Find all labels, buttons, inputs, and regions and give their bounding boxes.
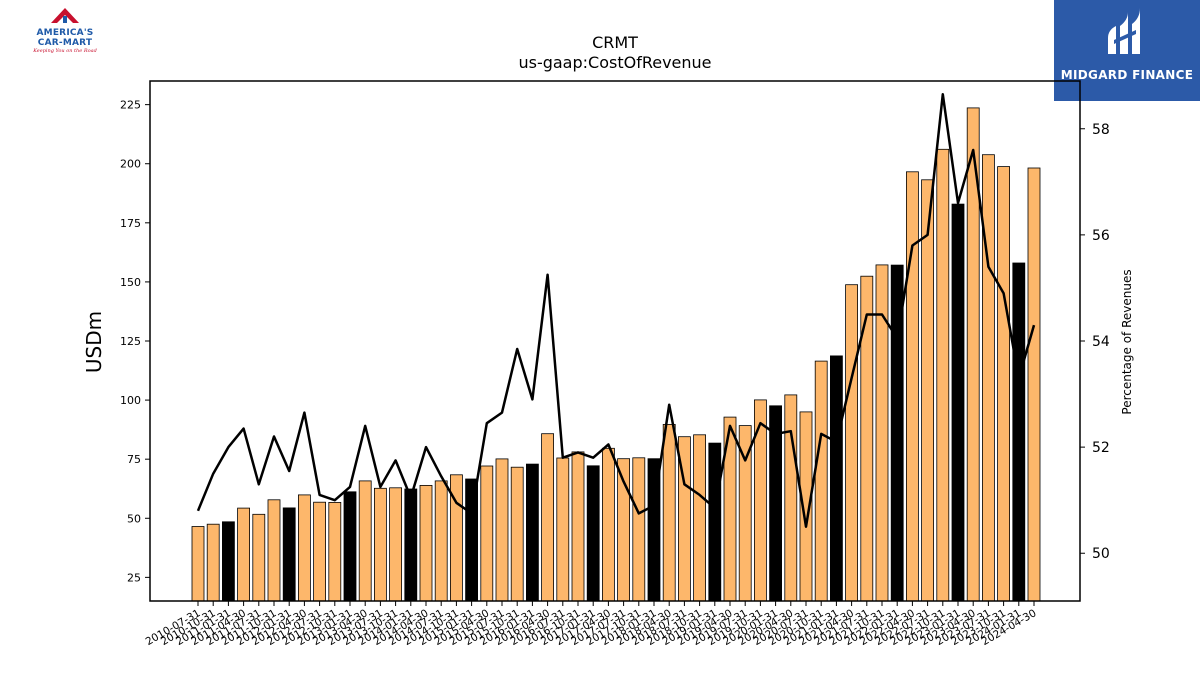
logo-tagline: Keeping You on the Road: [33, 48, 97, 54]
x-axis: 2010-07-312010-10-312011-01-312011-04-30…: [144, 601, 1039, 648]
bar-2013-01-31: [343, 491, 357, 602]
bar-2013-07-31: [373, 487, 387, 602]
midgard-emblem-icon: [1108, 8, 1140, 54]
y2-tick-label: 58: [1092, 122, 1110, 138]
bar-2011-01-31: [221, 521, 235, 602]
bar-2023-10-31: [997, 166, 1010, 602]
americas-car-mart-logo: AMERICA'S CAR-MART Keeping You on the Ro…: [26, 6, 104, 58]
bar-2010-07-31: [191, 526, 205, 602]
bar-2024-04-30: [1027, 167, 1041, 602]
bar-2019-10-31: [754, 399, 767, 602]
bar-2016-04-30: [541, 433, 554, 602]
y2-tick-label: 54: [1092, 334, 1110, 350]
bar-2020-04-30: [784, 394, 798, 602]
bar-2012-01-31: [282, 507, 296, 602]
bar-2018-04-30: [662, 423, 676, 602]
bar-2017-01-31: [586, 465, 600, 602]
bar-2015-01-31: [465, 478, 479, 602]
y-tick-label: 50: [127, 512, 141, 525]
bar-2010-10-31: [206, 523, 220, 602]
bar-2022-04-30: [906, 171, 919, 602]
bar-2022-07-31: [921, 179, 934, 602]
bar-2015-04-30: [480, 465, 494, 602]
y-tick-label: 100: [120, 394, 141, 407]
y-tick-label: 25: [127, 571, 141, 584]
chart-title: CRMT: [592, 33, 638, 52]
logo-line2: CAR-MART: [37, 38, 93, 48]
logo-line1: AMERICA'S: [36, 28, 94, 38]
bar-2012-04-30: [297, 494, 311, 602]
bar-2012-10-31: [328, 501, 342, 602]
bar-2018-10-31: [693, 434, 706, 602]
bar-2020-10-31: [814, 360, 828, 602]
bar-2011-07-31: [252, 513, 266, 602]
percentage-of-revenues-line: [196, 93, 1036, 528]
chart-subtitle: us-gaap:CostOfRevenue: [518, 53, 711, 72]
bar-2016-10-31: [571, 451, 585, 602]
bar-2014-01-31: [404, 488, 418, 602]
midgard-finance-logo: MIDGARD FINANCE: [1054, 0, 1200, 101]
bar-2012-07-31: [313, 501, 327, 602]
y-tick-label: 75: [127, 453, 141, 466]
bar-2023-07-31: [982, 154, 995, 602]
y-axis-right: 50 52 54 56 58: [1080, 122, 1110, 562]
bar-2011-10-31: [267, 499, 281, 602]
bar-2019-01-31: [708, 442, 722, 602]
bar-2016-07-31: [556, 457, 570, 602]
bar-2021-07-31: [860, 275, 874, 602]
bar-2011-04-30: [237, 507, 251, 602]
midgard-brand-name: MIDGARD FINANCE: [1060, 68, 1194, 82]
y-tick-label: 200: [120, 158, 141, 171]
y-tick-label: 150: [120, 276, 141, 289]
line-series: [196, 93, 1036, 528]
bar-2015-10-31: [510, 466, 524, 602]
y-axis-left: 25 50 75 100 125 150 175 200 225: [120, 99, 150, 584]
bar-2017-04-30: [602, 447, 615, 602]
bar-2023-01-31: [951, 203, 965, 602]
bar-2021-04-30: [845, 284, 858, 602]
y2-tick-label: 52: [1092, 440, 1110, 456]
bar-2024-01-31: [1012, 262, 1026, 602]
y-tick-label: 175: [120, 217, 141, 230]
bar-2022-10-31: [936, 148, 950, 602]
bar-2016-01-31: [526, 463, 539, 602]
bar-2017-10-31: [632, 457, 646, 602]
y2-tick-label: 50: [1092, 546, 1110, 562]
bar-2014-04-30: [419, 484, 433, 602]
y2-tick-label: 56: [1092, 228, 1110, 244]
bar-2013-10-31: [389, 487, 403, 602]
y-axis-label: USDm: [82, 311, 106, 373]
y-tick-label: 125: [120, 335, 141, 348]
bar-2021-01-31: [830, 355, 843, 602]
car-mart-arch-icon: [51, 8, 79, 23]
bar-2014-07-31: [434, 480, 448, 602]
y-tick-label: 225: [120, 99, 141, 112]
y2-axis-label: Percentage of Revenues: [1120, 269, 1134, 414]
bar-2013-04-30: [358, 480, 372, 602]
bar-2015-07-31: [495, 458, 509, 602]
bar-series: [191, 107, 1041, 602]
